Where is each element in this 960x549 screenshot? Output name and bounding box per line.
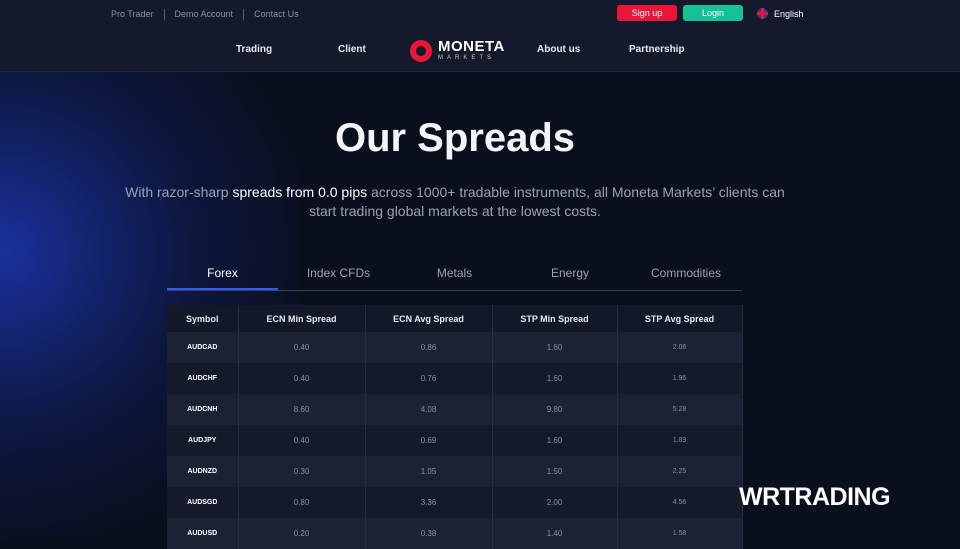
pro-trader-link[interactable]: Pro Trader xyxy=(111,9,154,19)
tab-forex[interactable]: Forex xyxy=(167,264,278,290)
column-header: STP Min Spread xyxy=(492,305,618,332)
spread-cell: 1.60 xyxy=(492,332,618,363)
symbol-cell: AUDUSD xyxy=(167,518,239,549)
spread-cell: 2.25 xyxy=(617,456,743,487)
instrument-tabs: Forex Index CFDs Metals Energy Commoditi… xyxy=(167,264,742,291)
spread-cell: 8.60 xyxy=(238,394,366,425)
uk-flag-icon xyxy=(757,8,768,19)
symbol-cell: AUDSGD xyxy=(167,487,239,518)
spread-cell: 5.28 xyxy=(617,394,743,425)
spread-cell: 9.80 xyxy=(492,394,618,425)
table-row: AUDJPY 0.40 0.69 1.60 1.89 xyxy=(167,425,743,456)
spread-cell: 0.40 xyxy=(238,425,366,456)
spread-cell: 0.76 xyxy=(365,363,493,394)
table-row: AUDCHF 0.40 0.76 1.60 1.96 xyxy=(167,363,743,394)
nav-client[interactable]: Client xyxy=(338,44,366,55)
spreads-table: Symbol ECN Min Spread ECN Avg Spread STP… xyxy=(167,305,743,549)
symbol-cell: AUDCAD xyxy=(167,332,239,363)
table-row: AUDCAD 0.40 0.86 1.60 2.06 xyxy=(167,332,743,363)
nav-partnership[interactable]: Partnership xyxy=(629,44,685,55)
spread-cell: 2.06 xyxy=(617,332,743,363)
symbol-cell: AUDCHF xyxy=(167,363,239,394)
spread-cell: 1.50 xyxy=(492,456,618,487)
column-header: ECN Avg Spread xyxy=(365,305,493,332)
wrtrading-watermark: WRTRADING xyxy=(739,483,891,511)
column-header: Symbol xyxy=(167,305,239,332)
logo-subtext: MARKETS xyxy=(438,55,496,61)
language-label: English xyxy=(774,8,804,19)
column-header: ECN Min Spread xyxy=(238,305,366,332)
login-button[interactable]: Login xyxy=(683,5,743,21)
spread-cell: 2.00 xyxy=(492,487,618,518)
moneta-logo[interactable]: MONETA MARKETS xyxy=(410,39,505,62)
symbol-cell: AUDCNH xyxy=(167,394,239,425)
tab-energy[interactable]: Energy xyxy=(550,266,590,280)
spread-cell: 1.60 xyxy=(492,363,618,394)
spread-cell: 1.40 xyxy=(492,518,618,549)
site-header: Pro Trader Demo Account Contact Us Sign … xyxy=(0,0,960,72)
nav-about-us[interactable]: About us xyxy=(537,44,581,55)
logo-icon xyxy=(410,39,432,62)
spread-cell: 4.08 xyxy=(365,394,493,425)
table-header-row: Symbol ECN Min Spread ECN Avg Spread STP… xyxy=(167,305,743,332)
symbol-cell: AUDJPY xyxy=(167,425,239,456)
spread-cell: 1.60 xyxy=(492,425,618,456)
hero-subtitle: With razor-sharp spreads from 0.0 pips a… xyxy=(125,184,785,219)
spread-cell: 0.38 xyxy=(365,518,493,549)
spread-cell: 0.80 xyxy=(238,487,366,518)
spread-cell: 3.36 xyxy=(365,487,493,518)
signup-button[interactable]: Sign up xyxy=(617,5,677,21)
contact-us-link[interactable]: Contact Us xyxy=(243,9,309,20)
spread-cell: 1.58 xyxy=(617,518,743,549)
table-row: AUDNZD 0.30 1.05 1.50 2.25 xyxy=(167,456,743,487)
nav-trading[interactable]: Trading xyxy=(236,44,273,55)
spread-cell: 0.20 xyxy=(238,518,366,549)
page-title: Our Spreads xyxy=(334,116,576,160)
language-selector[interactable]: English xyxy=(757,8,804,19)
spread-cell: 0.40 xyxy=(238,332,366,363)
spread-cell: 0.40 xyxy=(238,363,366,394)
spread-cell: 0.69 xyxy=(365,425,493,456)
table-row: AUDUSD 0.20 0.38 1.40 1.58 xyxy=(167,518,743,549)
spread-cell: 0.86 xyxy=(365,332,493,363)
spread-cell: 1.89 xyxy=(617,425,743,456)
tab-commodities[interactable]: Commodities xyxy=(650,266,722,280)
table-row: AUDCNH 8.60 4.08 9.80 5.28 xyxy=(167,394,743,425)
spread-cell: 4.56 xyxy=(617,487,743,518)
table-row: AUDSGD 0.80 3.36 2.00 4.56 xyxy=(167,487,743,518)
tab-metals[interactable]: Metals xyxy=(436,266,473,280)
demo-account-link[interactable]: Demo Account xyxy=(163,9,244,20)
tab-index-cfds[interactable]: Index CFDs xyxy=(306,266,371,280)
spread-cell: 1.96 xyxy=(617,363,743,394)
column-header: STP Avg Spread xyxy=(617,305,743,332)
logo-text: MONETA xyxy=(438,38,505,55)
spread-cell: 0.30 xyxy=(238,456,366,487)
top-links: Pro Trader Demo Account Contact Us xyxy=(111,9,309,20)
spread-cell: 1.05 xyxy=(365,456,493,487)
symbol-cell: AUDNZD xyxy=(167,456,239,487)
